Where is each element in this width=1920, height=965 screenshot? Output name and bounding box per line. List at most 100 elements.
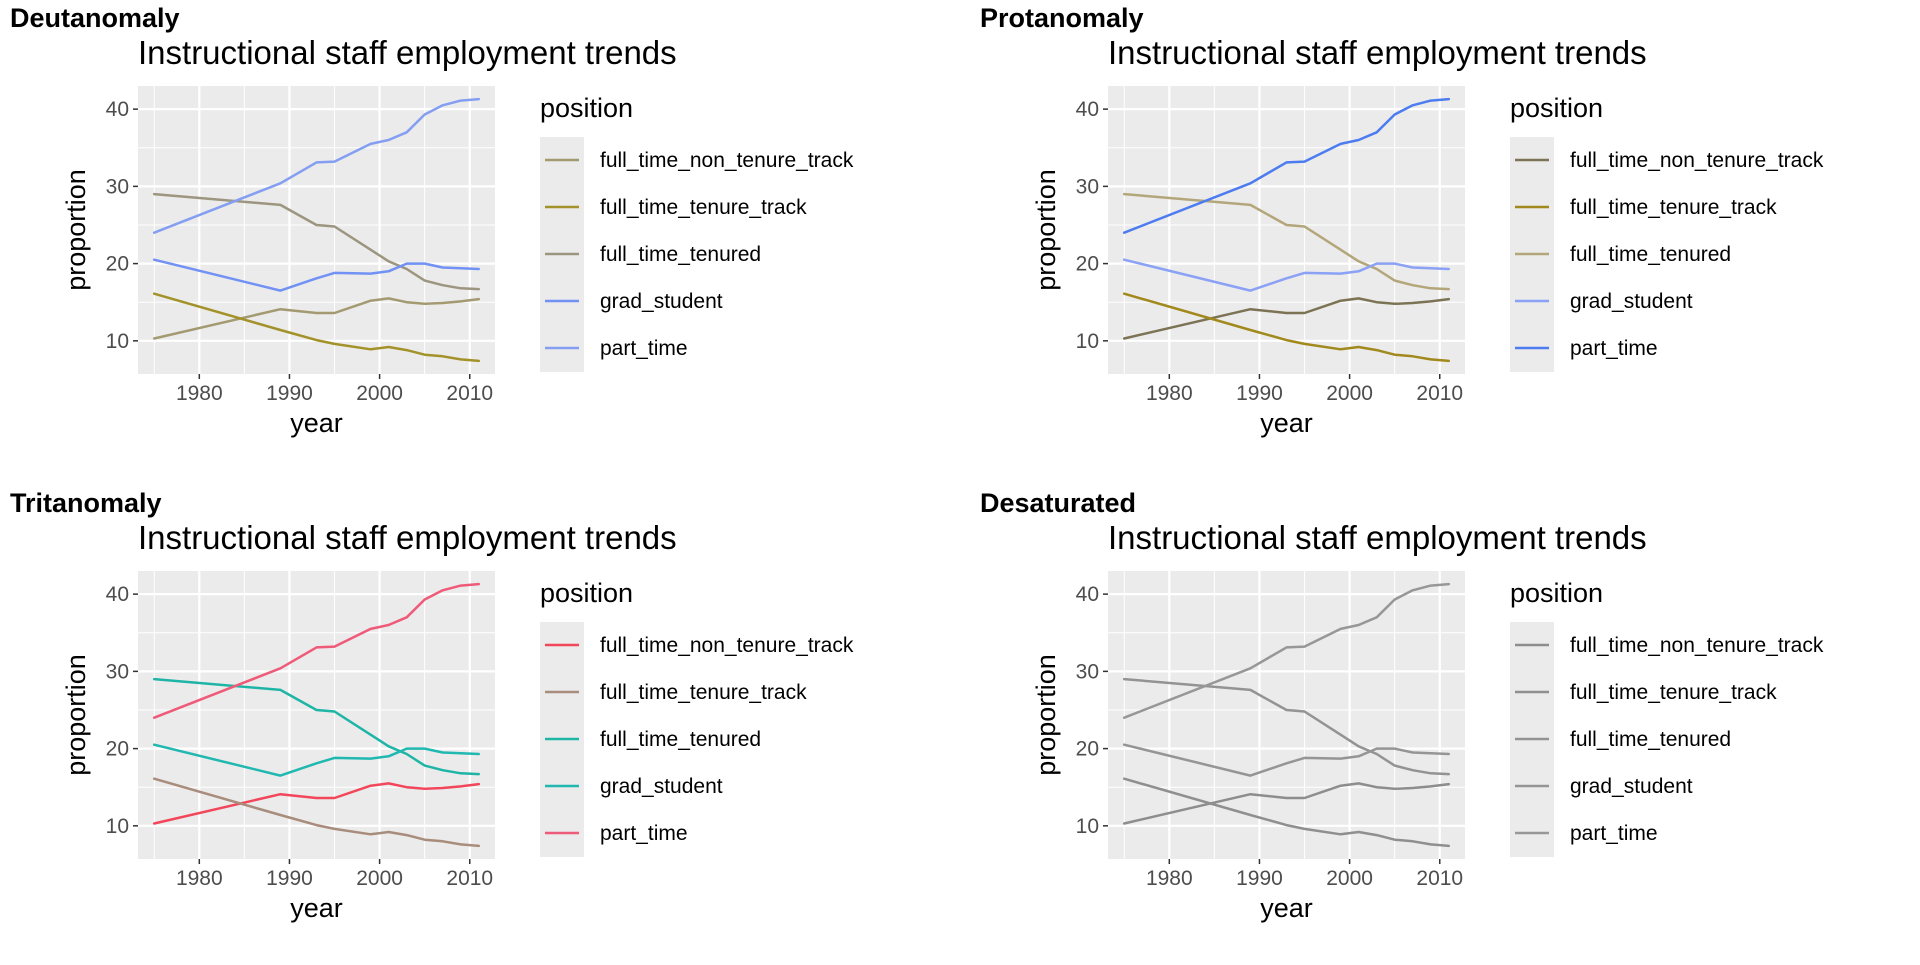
legend-label: grad_student xyxy=(1570,775,1693,798)
series-line-full-time-tenured xyxy=(152,192,481,291)
series-line-full-time-non-tenure-track xyxy=(1122,782,1451,825)
x-tick-label: 1980 xyxy=(176,382,223,405)
series-line-full-time-non-tenure-track xyxy=(152,782,481,825)
y-tick-label: 30 xyxy=(1076,175,1099,198)
y-tick-label: 20 xyxy=(106,738,129,761)
x-tick-label: 2000 xyxy=(1326,867,1373,890)
x-tick-label: 2010 xyxy=(1416,382,1463,405)
y-tick-label: 40 xyxy=(1076,583,1099,606)
legend-label: part_time xyxy=(600,822,688,845)
x-tick-label: 1980 xyxy=(1146,382,1193,405)
legend-label: full_time_tenure_track xyxy=(600,681,807,704)
legend-label: full_time_tenured xyxy=(600,728,761,751)
panel-label: Protanomaly xyxy=(980,3,1144,33)
x-tick-label: 1990 xyxy=(266,382,313,405)
legend-label: full_time_tenured xyxy=(1570,728,1731,751)
chart-title: Instructional staff employment trends xyxy=(1108,34,1647,71)
series-line-grad-student xyxy=(152,258,481,292)
x-tick-label: 2010 xyxy=(446,382,493,405)
series-line-full-time-non-tenure-track xyxy=(1122,297,1451,340)
x-tick-label: 2000 xyxy=(356,867,403,890)
x-axis-title: year xyxy=(1260,893,1313,923)
panel-label: Deutanomaly xyxy=(10,3,180,33)
legend-label: full_time_non_tenure_track xyxy=(1570,634,1824,657)
series-line-full-time-non-tenure-track xyxy=(152,297,481,340)
y-axis-title: proportion xyxy=(61,654,91,776)
x-tick-label: 2000 xyxy=(356,382,403,405)
y-axis-title: proportion xyxy=(1031,169,1061,291)
legend-title: position xyxy=(1510,93,1603,123)
y-tick-label: 10 xyxy=(1076,815,1099,838)
legend-label: grad_student xyxy=(600,775,723,798)
legend-label: full_time_tenure_track xyxy=(600,196,807,219)
plot-panel xyxy=(1108,571,1465,859)
legend-label: full_time_non_tenure_track xyxy=(600,634,854,657)
chart-title: Instructional staff employment trends xyxy=(138,519,677,556)
legend-label: full_time_tenure_track xyxy=(1570,196,1777,219)
series-line-full-time-tenured xyxy=(1122,677,1451,776)
legend-label: full_time_non_tenure_track xyxy=(600,149,854,172)
legend-label: full_time_tenured xyxy=(1570,243,1731,266)
y-tick-label: 30 xyxy=(1076,660,1099,683)
y-tick-label: 20 xyxy=(1076,738,1099,761)
legend-label: full_time_tenure_track xyxy=(1570,681,1777,704)
series-line-part-time xyxy=(1122,582,1451,719)
legend-label: grad_student xyxy=(600,290,723,313)
x-tick-label: 2010 xyxy=(1416,867,1463,890)
x-tick-label: 1980 xyxy=(1146,867,1193,890)
panel-label: Desaturated xyxy=(980,488,1136,518)
series-line-full-time-tenure-track xyxy=(152,777,481,848)
y-tick-label: 40 xyxy=(1076,98,1099,121)
series-line-grad-student xyxy=(1122,258,1451,292)
series-line-grad-student xyxy=(1122,743,1451,777)
chart-title: Instructional staff employment trends xyxy=(1108,519,1647,556)
x-tick-label: 1990 xyxy=(266,867,313,890)
plot-panel xyxy=(138,571,495,859)
y-axis-title: proportion xyxy=(1031,654,1061,776)
plot-panel xyxy=(138,86,495,374)
y-tick-label: 40 xyxy=(106,583,129,606)
chart-title: Instructional staff employment trends xyxy=(138,34,677,71)
legend-title: position xyxy=(540,93,633,123)
panel-label: Tritanomaly xyxy=(10,488,162,518)
legend-label: part_time xyxy=(600,337,688,360)
x-axis-title: year xyxy=(290,893,343,923)
legend-title: position xyxy=(540,578,633,608)
x-tick-label: 2000 xyxy=(1326,382,1373,405)
series-line-full-time-tenure-track xyxy=(1122,777,1451,848)
series-line-part-time xyxy=(1122,97,1451,234)
y-axis-title: proportion xyxy=(61,169,91,291)
y-tick-label: 10 xyxy=(1076,330,1099,353)
legend-label: full_time_tenured xyxy=(600,243,761,266)
y-tick-label: 20 xyxy=(1076,253,1099,276)
x-axis-title: year xyxy=(290,408,343,438)
y-tick-label: 10 xyxy=(106,330,129,353)
legend-label: part_time xyxy=(1570,337,1658,360)
x-axis-title: year xyxy=(1260,408,1313,438)
x-tick-label: 2010 xyxy=(446,867,493,890)
series-line-full-time-tenure-track xyxy=(1122,292,1451,363)
y-tick-label: 30 xyxy=(106,175,129,198)
legend-label: part_time xyxy=(1570,822,1658,845)
plot-panel xyxy=(1108,86,1465,374)
series-line-part-time xyxy=(152,97,481,234)
y-tick-label: 40 xyxy=(106,98,129,121)
series-line-grad-student xyxy=(152,743,481,777)
y-tick-label: 30 xyxy=(106,660,129,683)
legend-title: position xyxy=(1510,578,1603,608)
y-tick-label: 20 xyxy=(106,253,129,276)
legend-label: full_time_non_tenure_track xyxy=(1570,149,1824,172)
y-tick-label: 10 xyxy=(106,815,129,838)
series-line-full-time-tenured xyxy=(152,677,481,776)
legend-label: grad_student xyxy=(1570,290,1693,313)
series-line-part-time xyxy=(152,582,481,719)
x-tick-label: 1990 xyxy=(1236,382,1283,405)
series-line-full-time-tenure-track xyxy=(152,292,481,363)
x-tick-label: 1990 xyxy=(1236,867,1283,890)
x-tick-label: 1980 xyxy=(176,867,223,890)
series-line-full-time-tenured xyxy=(1122,192,1451,291)
